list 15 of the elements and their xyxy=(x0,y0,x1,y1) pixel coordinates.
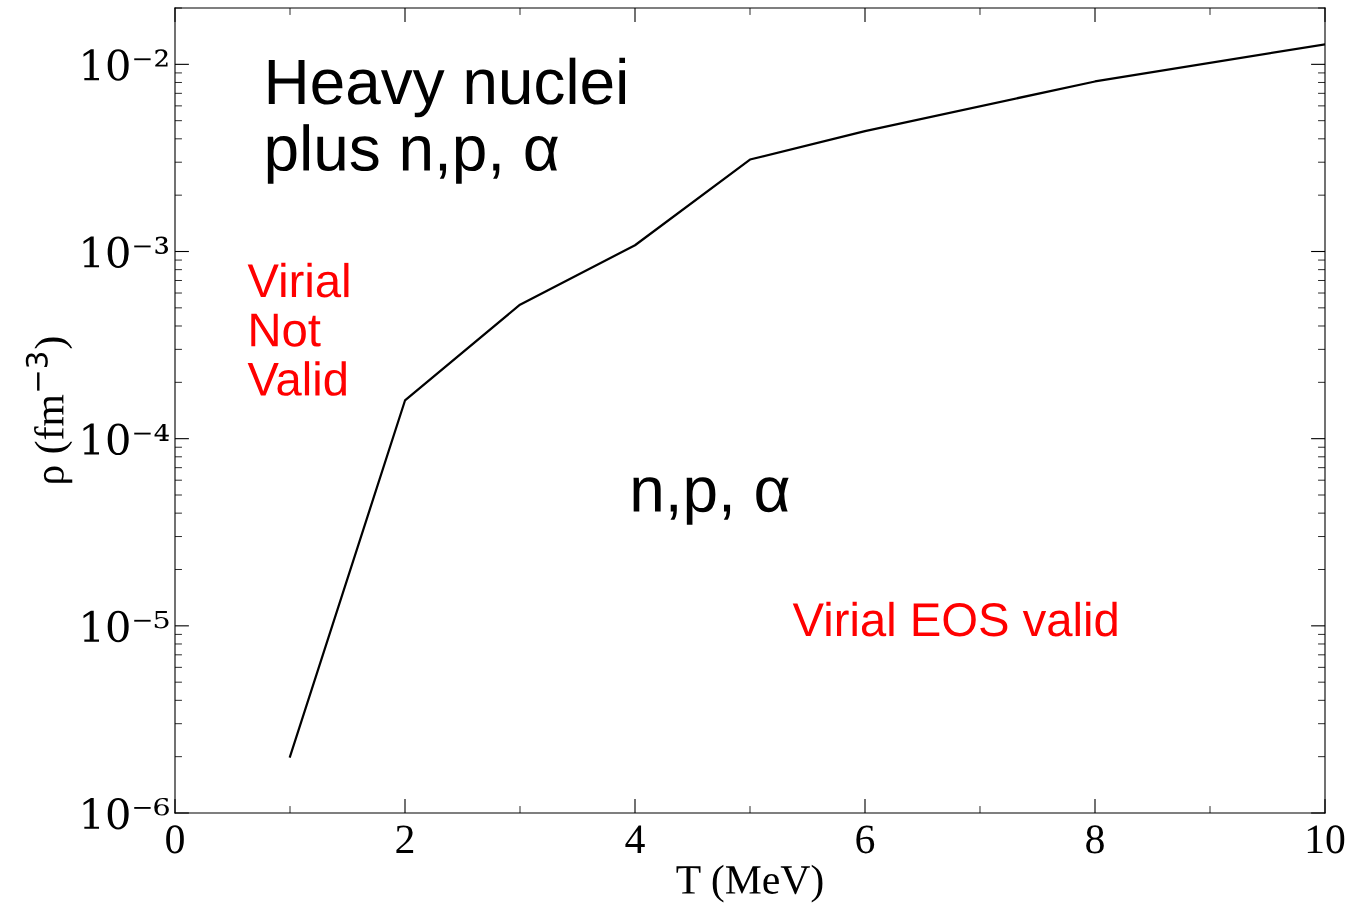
annotation: Heavy nuclei plus n,p, α xyxy=(267,57,626,184)
y-tick-label: 10⁻³ xyxy=(83,236,169,268)
x-tick-label: 6 xyxy=(856,825,875,854)
x-tick-label: 10 xyxy=(1307,825,1345,854)
annotation: n,p, α xyxy=(633,477,789,525)
y-axis-title: ρ (fm$^{−3}$) xyxy=(25,337,73,483)
x-tick-label: 4 xyxy=(625,825,645,854)
annotation: Virial EOS valid xyxy=(792,601,1117,637)
x-tick-label: 8 xyxy=(1086,825,1104,854)
y-tick-label: 10⁻⁴ xyxy=(83,423,169,456)
annotation: Virial Not Valid xyxy=(247,262,349,396)
y-tick-label: 10⁻⁵ xyxy=(83,610,169,643)
y-tick-label: 10⁻² xyxy=(83,49,168,81)
x-axis-title: T (MeV) xyxy=(676,864,823,903)
x-tick-label: 2 xyxy=(396,825,414,854)
